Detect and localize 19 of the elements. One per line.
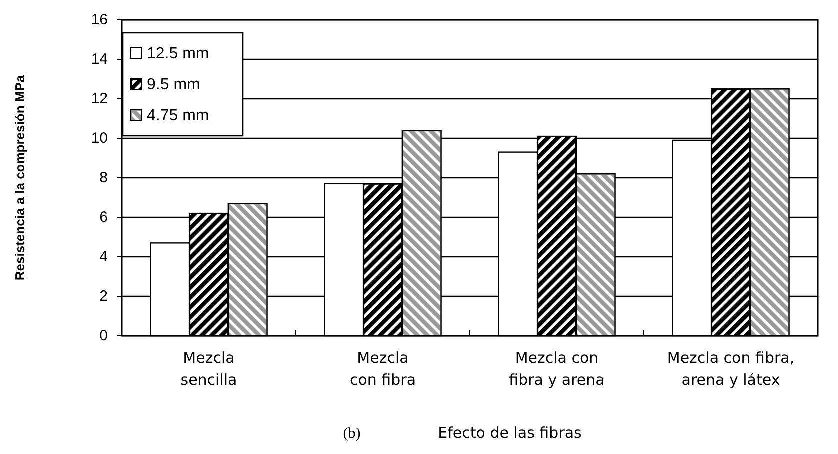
y-axis-title: Resistencia a la compresión MPa	[12, 74, 28, 281]
y-tick-label: 12	[91, 90, 108, 108]
y-tick-label: 6	[100, 209, 108, 226]
y-tick-label: 8	[100, 170, 108, 186]
legend-label: 9.5 mm	[147, 76, 200, 94]
x-tick-label: Mezcla sencilla	[180, 349, 238, 389]
x-tick-label: Mezcla con fibra y arena	[509, 349, 605, 389]
y-tick-label: 4	[100, 248, 108, 266]
y-tick-label: 2	[100, 288, 108, 305]
y-tick-label: 14	[91, 51, 108, 68]
y-tick-label: 0	[100, 328, 108, 344]
x-tick-label: Mezcla con fibra	[350, 349, 416, 389]
y-tick-label: 10	[91, 130, 108, 147]
legend-label: 4.75 mm	[147, 108, 210, 124]
x-axis-title: Efecto de las fibras	[438, 424, 582, 442]
legend-label: 12.5 mm	[147, 46, 210, 62]
text: (b)	[343, 426, 361, 442]
x-tick-label: Mezcla con fibra, arena y látex	[667, 349, 795, 389]
y-tick-label: 16	[91, 12, 108, 28]
